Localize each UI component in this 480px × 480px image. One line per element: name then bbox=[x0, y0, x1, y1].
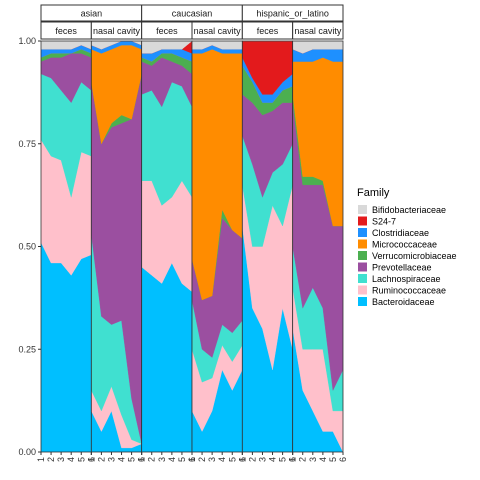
legend-label-ruminococcaceae: Ruminococcaceae bbox=[372, 286, 446, 296]
x-tick-label: 5 bbox=[177, 457, 187, 462]
legend-swatch-prevotellaceae bbox=[358, 262, 367, 272]
x-tick-label: 4 bbox=[117, 457, 127, 462]
y-tick-label: 0.25 bbox=[18, 344, 36, 354]
x-tick-label: 4 bbox=[268, 457, 278, 462]
x-tick-label: 4 bbox=[217, 457, 227, 462]
x-tick-label: 6 bbox=[86, 457, 96, 462]
legend-swatch-bacteroidaceae bbox=[358, 297, 367, 306]
legend-label-verrucomicrobiaceae: Verrucomicrobiaceae bbox=[372, 251, 457, 261]
x-tick-label: 3 bbox=[106, 457, 116, 462]
x-tick-label: 2 bbox=[247, 457, 257, 462]
x-tick-label: 3 bbox=[207, 457, 217, 462]
area-layers bbox=[192, 41, 243, 452]
x-tick-label: 2 bbox=[46, 457, 56, 462]
x-tick-label: 1 bbox=[86, 457, 96, 462]
x-tick-label: 5 bbox=[127, 457, 137, 462]
x-tick-label: 4 bbox=[66, 457, 76, 462]
legend: Family Bifidobacteriaceae S24-7Clostridia… bbox=[357, 187, 457, 307]
legend-title: Family bbox=[357, 187, 390, 199]
y-tick-label: 0.75 bbox=[18, 139, 36, 149]
legend-swatch-micrococcaceae bbox=[358, 239, 367, 249]
legend-swatch-clostridiaceae bbox=[358, 228, 367, 237]
x-tick-label: 1 bbox=[187, 457, 197, 462]
x-tick-label: 3 bbox=[157, 457, 167, 462]
x-tick-label: 6 bbox=[137, 457, 147, 462]
group-strip-label: asian bbox=[81, 9, 103, 19]
x-tick-label: 6 bbox=[187, 457, 197, 462]
area-bifidobacteriaceae bbox=[91, 41, 142, 50]
legend-label-bacteroidaceae: Bacteroidaceae bbox=[372, 297, 435, 307]
legend-label-bifidobacteriaceae: Bifidobacteriaceae bbox=[372, 205, 446, 215]
area-layers bbox=[141, 41, 193, 452]
panel-strip-label: feces bbox=[257, 26, 279, 36]
panel-strip-label: nasal cavity bbox=[93, 26, 141, 36]
area-bacteroidaceae bbox=[41, 242, 92, 452]
legend-label-clostridiaceae: Clostridiaceae bbox=[372, 228, 429, 238]
legend-label-micrococcaceae: Micrococcaceae bbox=[372, 240, 437, 250]
legend-label-s24-7: S24-7 bbox=[372, 217, 396, 227]
legend-swatch-s24-7 bbox=[358, 216, 367, 226]
x-tick-label: 2 bbox=[197, 457, 207, 462]
y-axis: 0.00 0.25 0.50 0.75 1.00 bbox=[18, 36, 41, 457]
panel-strip-label: nasal cavity bbox=[294, 26, 342, 36]
panel-strip-label: feces bbox=[156, 26, 178, 36]
x-tick-label: 2 bbox=[147, 457, 157, 462]
x-tick-label: 4 bbox=[318, 457, 328, 462]
x-tick-label: 5 bbox=[227, 457, 237, 462]
panel-strip-label: feces bbox=[55, 26, 77, 36]
group-strip-label: hispanic_or_latino bbox=[256, 9, 329, 19]
x-tick-label: 2 bbox=[298, 457, 308, 462]
y-tick-label: 1.00 bbox=[18, 36, 36, 46]
x-tick-label: 1 bbox=[288, 457, 298, 462]
x-tick-label: 5 bbox=[76, 457, 86, 462]
area-layers bbox=[242, 41, 293, 452]
legend-swatch-verrucomicrobiaceae bbox=[358, 251, 367, 260]
legend-swatch-lachnospiraceae bbox=[358, 274, 367, 283]
panel-border bbox=[292, 40, 344, 453]
panel-strip-label: nasal cavity bbox=[194, 26, 242, 36]
x-tick-label: 1 bbox=[237, 457, 247, 462]
x-tick-label: 6 bbox=[237, 457, 247, 462]
group-strip-label: caucasian bbox=[172, 9, 213, 19]
panel-strip bbox=[292, 21, 344, 40]
area-layers bbox=[292, 41, 343, 452]
x-tick-label: 6 bbox=[338, 457, 348, 462]
x-tick-label: 1 bbox=[137, 457, 147, 462]
area-s24-7 bbox=[242, 41, 293, 95]
x-tick-label: 6 bbox=[288, 457, 298, 462]
legend-swatch-ruminococcaceae bbox=[358, 285, 367, 295]
area-bacteroidaceae bbox=[141, 262, 193, 452]
x-tick-label: 3 bbox=[308, 457, 318, 462]
area-layers bbox=[91, 41, 142, 452]
y-tick-label: 0.00 bbox=[18, 447, 36, 457]
x-tick-label: 3 bbox=[56, 457, 66, 462]
area-bifidobacteriaceae bbox=[292, 41, 343, 54]
x-tick-label: 4 bbox=[167, 457, 177, 462]
group-strip bbox=[241, 4, 344, 22]
x-tick-label: 5 bbox=[328, 457, 338, 462]
legend-swatch-bifidobacteriaceae bbox=[358, 205, 367, 214]
y-tick-label: 0.50 bbox=[18, 242, 36, 252]
x-tick-label: 2 bbox=[96, 457, 106, 462]
legend-label-prevotellaceae: Prevotellaceae bbox=[372, 263, 432, 273]
x-tick-label: 3 bbox=[257, 457, 267, 462]
x-tick-label: 5 bbox=[278, 457, 288, 462]
x-tick-label: 1 bbox=[36, 457, 46, 462]
area-bifidobacteriaceae bbox=[141, 41, 193, 54]
legend-label-lachnospiraceae: Lachnospiraceae bbox=[372, 274, 441, 284]
area-layers bbox=[41, 41, 92, 452]
